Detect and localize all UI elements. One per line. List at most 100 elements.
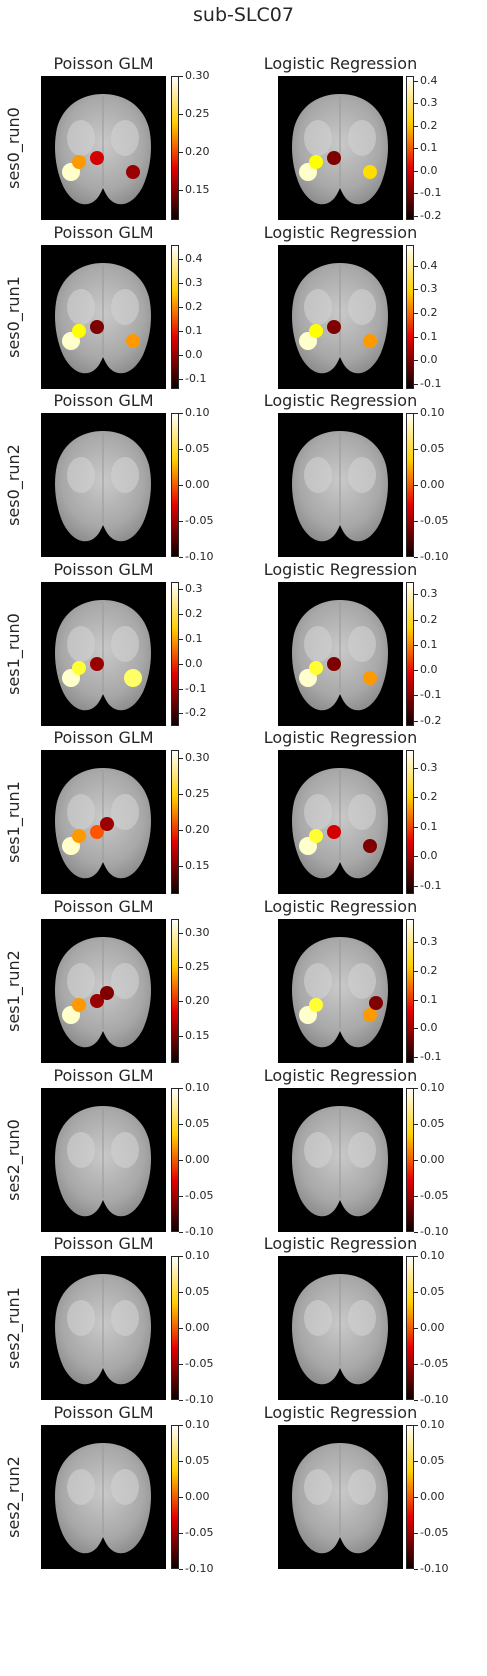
colorbar-tick-label: 0.3 (420, 935, 438, 949)
brain-region-highlight (111, 1468, 139, 1505)
colorbar-tick-label: 0.1 (420, 819, 438, 833)
colorbar-tick-label: 0.20 (185, 994, 210, 1008)
brain-region-highlight (348, 457, 376, 494)
colorbar-tick-label: 0.05 (185, 1453, 210, 1467)
panel-title: Poisson GLM (53, 1402, 154, 1422)
colorbar-tick-label: 0.05 (185, 1116, 210, 1130)
colorbar-tickmark (414, 215, 418, 217)
colorbar-tickmark (179, 663, 183, 665)
colorbar-tickmark (414, 1057, 418, 1059)
colorbar-tick-label: 0.25 (185, 106, 210, 120)
row-label-ses2_run1: ses2_run1 (4, 1287, 23, 1370)
colorbar-tick-label: -0.05 (185, 1188, 214, 1202)
colorbar-tickmark (414, 1568, 418, 1570)
row-label-ses0_run1: ses0_run1 (4, 275, 23, 358)
colorbar-tick-label: 0.20 (185, 144, 210, 158)
colorbar-tickmark (414, 360, 418, 362)
colorbar-tick-label: -0.10 (185, 550, 214, 564)
colorbar-tick-label: 0.0 (420, 849, 438, 863)
brain-region-highlight (67, 288, 95, 325)
colorbar (171, 581, 179, 726)
colorbar-tickmark (414, 1123, 418, 1125)
panel-title: Poisson GLM (53, 897, 154, 916)
colorbar-tick-label: 0.10 (420, 406, 445, 420)
colorbar-tickmark (179, 865, 183, 867)
colorbar-tickmark (179, 1532, 183, 1534)
brain-map-svg (55, 768, 151, 879)
colorbar-tickmark (414, 644, 418, 646)
colorbar (406, 1424, 414, 1569)
colorbar (406, 1256, 414, 1401)
brain-region-highlight (304, 1131, 332, 1168)
panel-title: Poisson GLM (53, 559, 154, 579)
row-label-ses1_run1: ses1_run1 (4, 781, 23, 864)
brain-region-highlight (111, 457, 139, 494)
colorbar-tickmark (414, 1087, 418, 1089)
colorbar (171, 76, 179, 220)
panel-title: Logistic Regression (263, 1402, 418, 1422)
activation-blob (309, 323, 323, 338)
colorbar-tickmark (179, 1292, 183, 1294)
colorbar-tickmark (414, 1328, 418, 1330)
colorbar-tickmark (179, 1123, 183, 1125)
colorbar-tickmark (179, 829, 183, 831)
colorbar (406, 244, 414, 389)
colorbar-tick-label: 0.00 (420, 478, 445, 492)
colorbar-tickmark (179, 1001, 183, 1003)
colorbar-tickmark (414, 557, 418, 559)
colorbar-tickmark (414, 383, 418, 385)
colorbar-tickmark (179, 557, 183, 559)
brain-map-svg (55, 262, 151, 373)
colorbar-tickmark (179, 1087, 183, 1089)
activation-blob (327, 825, 341, 840)
activation-blob (72, 998, 86, 1012)
colorbar-tick-label: 0.3 (420, 282, 438, 296)
colorbar-tick-label: 0.1 (185, 631, 203, 645)
colorbar-tick-label: 0.10 (420, 1417, 445, 1431)
panel-title: Poisson GLM (53, 391, 154, 411)
colorbar-tick-label: 0.15 (185, 858, 210, 872)
colorbar-tickmark (414, 1364, 418, 1366)
brain-region-highlight (348, 120, 376, 156)
colorbar-tickmark (179, 1328, 183, 1330)
brain-map (278, 76, 403, 220)
colorbar-tick-label: 0.3 (185, 276, 203, 289)
colorbar-tickmark (414, 768, 418, 770)
colorbar-tickmark (179, 688, 183, 690)
colorbar-tickmark (414, 594, 418, 596)
colorbar-tickmark (179, 283, 183, 284)
colorbar-tickmark (179, 589, 183, 591)
colorbar-tick-label: -0.10 (420, 550, 449, 564)
row-label-ses1_run2: ses1_run2 (4, 950, 23, 1032)
colorbar-tick-label: 0.00 (185, 478, 210, 492)
brain-region-highlight (67, 457, 95, 494)
brain-region-highlight (348, 1131, 376, 1168)
colorbar-tick-label: 0.05 (420, 1285, 445, 1299)
brain-map (41, 1424, 166, 1569)
colorbar-tickmark (414, 148, 418, 149)
activation-blob (126, 333, 140, 348)
colorbar-tick-label: 0.30 (185, 69, 210, 82)
activation-blob (90, 656, 104, 671)
colorbar (406, 76, 414, 220)
colorbar-tick-label: 0.20 (185, 822, 210, 836)
brain-map-svg (55, 431, 151, 542)
brain-region-highlight (304, 288, 332, 325)
brain-map-svg (292, 94, 388, 205)
brain-region-highlight (304, 963, 332, 999)
colorbar (171, 1424, 179, 1569)
colorbar-tickmark (179, 307, 183, 308)
colorbar-tick-label: 0.10 (420, 1249, 445, 1263)
row-label-ses0_run2: ses0_run2 (4, 444, 23, 527)
brain-region-highlight (111, 288, 139, 325)
brain-region-highlight (111, 625, 139, 662)
panel-title: Logistic Regression (263, 728, 418, 748)
activation-blob (90, 319, 104, 334)
colorbar-tickmark (179, 449, 183, 451)
brain-region-highlight (67, 963, 95, 999)
brain-region-highlight (348, 288, 376, 325)
colorbar-tickmark (414, 170, 418, 172)
colorbar (171, 1256, 179, 1401)
brain-map (41, 581, 166, 726)
